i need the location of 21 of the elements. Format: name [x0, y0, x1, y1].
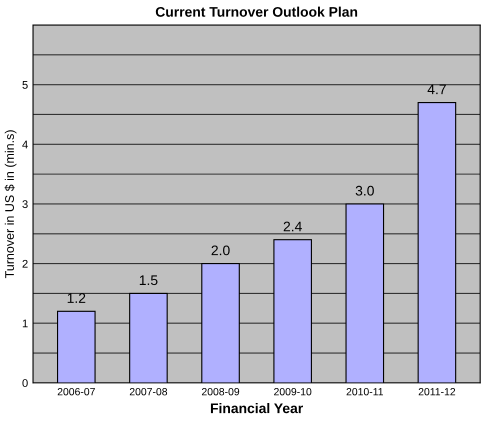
x-axis-title: Financial Year	[210, 403, 303, 414]
y-tick-label: 1	[22, 320, 28, 328]
x-tick-label: 2011-12	[418, 388, 456, 396]
x-tick-label: 2009-10	[274, 388, 312, 396]
x-tick-label: 2007-08	[130, 388, 168, 396]
x-tick-label: 2008-09	[202, 388, 240, 396]
y-tick-label: 5	[22, 81, 28, 89]
y-axis-title: Turnover in US $ in (min.s)	[4, 130, 16, 278]
data-label: 2.4	[284, 222, 302, 232]
y-tick-label: 0	[22, 379, 28, 388]
data-label: 2.0	[212, 245, 230, 256]
data-label: 1.2	[68, 293, 86, 303]
data-label: 4.7	[428, 84, 446, 94]
y-tick-label: 4	[22, 140, 28, 148]
data-label: 3.0	[356, 186, 374, 196]
x-tick-label: 2006-07	[58, 388, 95, 396]
x-tick-label: 2010-11	[346, 388, 384, 396]
y-tick-label: 2	[22, 260, 28, 268]
y-tick-label: 3	[22, 200, 28, 208]
chart-title: Current Turnover Outlook Plan	[156, 6, 358, 17]
data-label: 1.5	[140, 275, 158, 286]
